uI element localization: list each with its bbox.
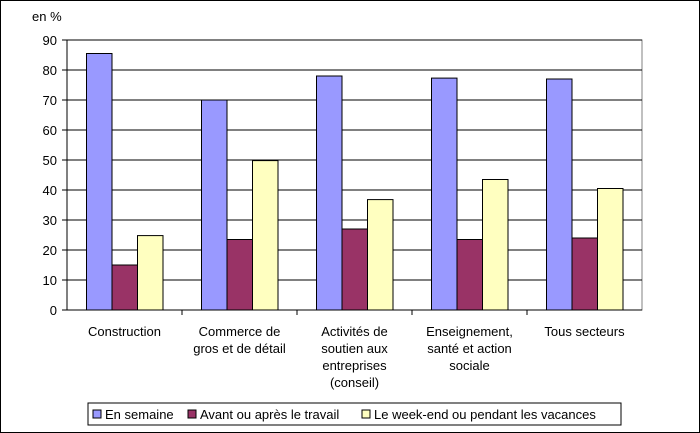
- bar-2-1: [111, 264, 138, 311]
- bar-1-5: [546, 78, 573, 311]
- y-tick-label: 20: [43, 243, 57, 258]
- y-tick-label: 0: [50, 303, 57, 318]
- y-unit-label: en %: [32, 9, 62, 24]
- bars: [86, 53, 624, 311]
- bar-2-2: [226, 239, 253, 311]
- y-tick-label: 80: [43, 63, 57, 78]
- x-category-label-line: Construction: [88, 324, 161, 339]
- bar-3-4: [482, 179, 509, 311]
- x-category-label-line: Tous secteurs: [544, 324, 625, 339]
- x-category-label-line: (conseil): [330, 375, 379, 390]
- x-category-label-line: Activités de: [321, 324, 387, 339]
- x-category-label: Tous secteurs: [544, 324, 625, 339]
- x-category-label: Activités de soutien aux entreprises (conse…: [321, 324, 388, 390]
- x-category-label-line: entreprises: [322, 358, 387, 373]
- y-tick-label: 30: [43, 213, 57, 228]
- legend: [87, 402, 622, 426]
- x-category-label-line: Enseignement,: [426, 324, 513, 339]
- x-category-label-line: Commerce de: [199, 324, 281, 339]
- y-tick-label: 10: [43, 273, 57, 288]
- bar-2-5: [571, 237, 598, 311]
- bar-3-3: [367, 199, 394, 311]
- bar-3-2: [252, 160, 279, 311]
- x-axis-labels: Construction Commerce de gros et de détail…: [88, 324, 625, 390]
- legend-label: En semaine: [105, 407, 174, 422]
- x-category-label-line: sociale: [449, 358, 489, 373]
- x-category-label: Enseignement, santé et action sociale: [426, 324, 513, 373]
- bar-3-1: [137, 235, 164, 311]
- x-category-label: Commerce de gros et de détail: [193, 324, 286, 356]
- y-tick-label: 40: [43, 183, 57, 198]
- y-tick-label: 90: [43, 33, 57, 48]
- legend-items: En semaine Avant ou après le travail Le we…: [92, 407, 596, 422]
- y-tick-label: 70: [43, 93, 57, 108]
- bar-1-1: [86, 53, 113, 311]
- bar-3-5: [597, 188, 624, 311]
- legend-swatch: [187, 409, 197, 419]
- x-category-label-line: soutien aux: [321, 341, 388, 356]
- x-category-label: Construction: [88, 324, 161, 339]
- legend-label: Le week-end ou pendant les vacances: [374, 407, 596, 422]
- y-tick-label: 60: [43, 123, 57, 138]
- bar-1-4: [431, 77, 458, 311]
- bar-1-3: [316, 75, 343, 311]
- legend-swatch: [92, 409, 102, 419]
- x-category-label-line: santé et action: [427, 341, 512, 356]
- x-category-label-line: gros et de détail: [193, 341, 286, 356]
- legend-label: Avant ou après le travail: [200, 407, 339, 422]
- bar-2-3: [341, 228, 368, 311]
- y-tick-label: 50: [43, 153, 57, 168]
- bar-1-2: [201, 99, 228, 311]
- bar-2-4: [456, 239, 483, 311]
- legend-swatch: [361, 409, 371, 419]
